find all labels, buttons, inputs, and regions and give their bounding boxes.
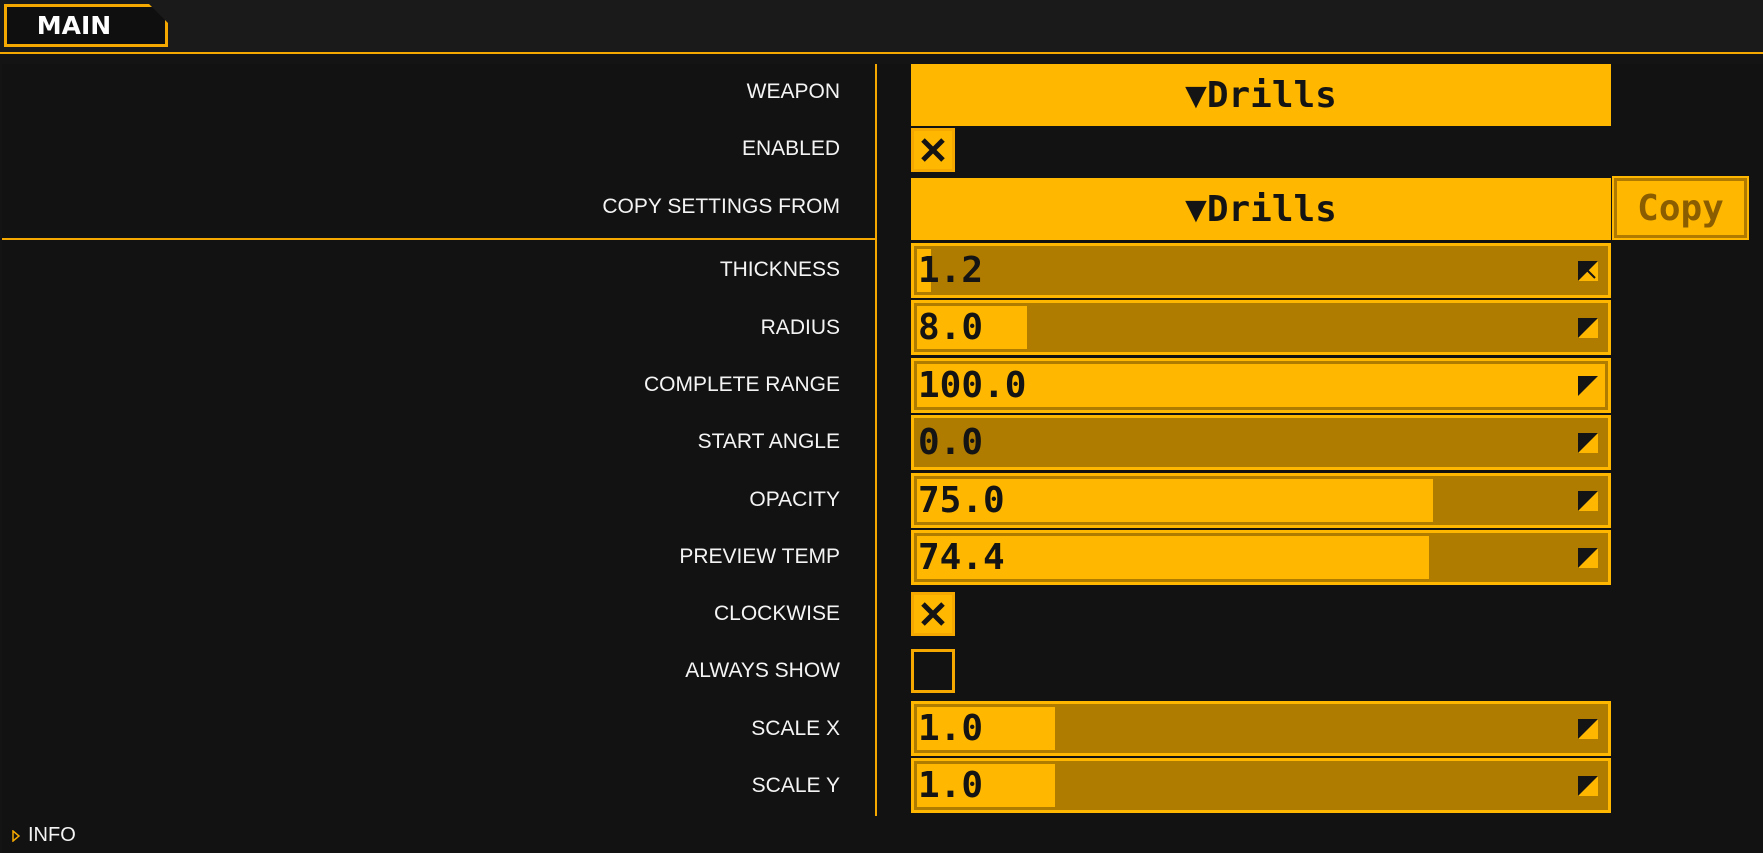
copy-settings-dropdown[interactable]: ▼Drills xyxy=(911,178,1611,240)
check-x-icon xyxy=(921,602,945,626)
scale-y-value: 1.0 xyxy=(918,765,984,806)
slider-fill xyxy=(917,764,1055,807)
preview-temp-slider[interactable]: 74.4 xyxy=(911,530,1611,585)
slider-fill xyxy=(917,306,1028,349)
copy-settings-label: COPY SETTINGS FROM xyxy=(602,195,840,218)
tab-main[interactable]: MAIN xyxy=(4,4,168,47)
enabled-label: ENABLED xyxy=(741,137,840,160)
radius-slider[interactable]: 8.0 xyxy=(911,300,1611,355)
preview-temp-label: PREVIEW TEMP xyxy=(679,545,840,568)
preview-temp-value: 74.4 xyxy=(918,537,1005,578)
start-angle-value: 0.0 xyxy=(918,422,984,463)
section-divider xyxy=(2,238,875,240)
scale-y-slider[interactable]: 1.0 xyxy=(911,758,1611,813)
start-angle-slider[interactable]: 0.0 xyxy=(911,415,1611,470)
column-divider xyxy=(875,64,877,816)
slider-fill xyxy=(917,364,1605,407)
resize-handle-icon[interactable] xyxy=(1578,317,1598,338)
scale-x-slider[interactable]: 1.0 xyxy=(911,701,1611,756)
complete-range-value: 100.0 xyxy=(918,365,1027,406)
check-x-icon xyxy=(921,138,945,162)
scale-x-value: 1.0 xyxy=(918,708,984,749)
resize-handle-icon[interactable] xyxy=(1578,432,1598,453)
scale-y-label: SCALE Y xyxy=(751,774,840,797)
top-bar: MAIN xyxy=(0,0,1763,54)
thickness-label: THICKNESS xyxy=(719,258,840,281)
weapon-dropdown[interactable]: ▼Drills xyxy=(911,64,1611,126)
slider-fill xyxy=(917,536,1429,579)
clockwise-label: CLOCKWISE xyxy=(713,602,840,625)
resize-handle-icon[interactable] xyxy=(1578,775,1598,796)
opacity-label: OPACITY xyxy=(749,488,840,511)
opacity-value: 75.0 xyxy=(918,480,1005,521)
radius-label: RADIUS xyxy=(760,316,840,339)
resize-handle-icon[interactable] xyxy=(1578,490,1598,511)
resize-handle-icon[interactable] xyxy=(1578,375,1598,396)
weapon-label: WEAPON xyxy=(746,80,840,103)
clockwise-checkbox[interactable] xyxy=(911,592,955,636)
slider-fill xyxy=(917,479,1433,522)
thickness-value: 1.2 xyxy=(918,250,984,291)
start-angle-label: START ANGLE xyxy=(697,430,840,453)
copy-button[interactable]: Copy xyxy=(1612,176,1749,240)
resize-handle-icon[interactable] xyxy=(1578,547,1598,568)
slider-fill xyxy=(917,249,931,292)
resize-handle-icon[interactable] xyxy=(1578,260,1598,281)
opacity-slider[interactable]: 75.0 xyxy=(911,473,1611,528)
enabled-checkbox[interactable] xyxy=(911,128,955,172)
scale-x-label: SCALE X xyxy=(751,717,840,740)
radius-value: 8.0 xyxy=(918,307,984,348)
expand-triangle-icon xyxy=(12,829,20,842)
thickness-slider[interactable]: 1.2 xyxy=(911,243,1611,298)
info-label: INFO xyxy=(28,824,76,846)
info-section-toggle[interactable]: INFO xyxy=(12,824,76,847)
resize-handle-icon[interactable] xyxy=(1578,718,1598,739)
slider-fill xyxy=(917,707,1055,750)
complete-range-slider[interactable]: 100.0 xyxy=(911,358,1611,413)
always-show-label: ALWAYS SHOW xyxy=(685,659,840,682)
complete-range-label: COMPLETE RANGE xyxy=(643,373,840,396)
always-show-checkbox[interactable] xyxy=(911,649,955,693)
